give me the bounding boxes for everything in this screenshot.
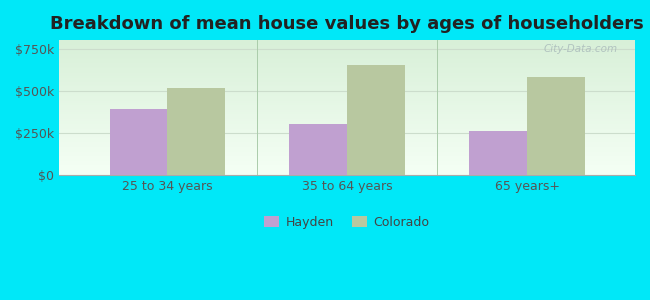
Bar xyxy=(109,109,167,175)
Title: Breakdown of mean house values by ages of householders: Breakdown of mean house values by ages o… xyxy=(50,15,644,33)
Bar xyxy=(347,64,405,175)
Bar xyxy=(289,124,347,175)
Text: City-Data.com: City-Data.com xyxy=(543,44,618,54)
Bar xyxy=(167,88,225,175)
Legend: Hayden, Colorado: Hayden, Colorado xyxy=(259,211,435,234)
Bar xyxy=(527,77,584,175)
Bar xyxy=(469,131,527,175)
